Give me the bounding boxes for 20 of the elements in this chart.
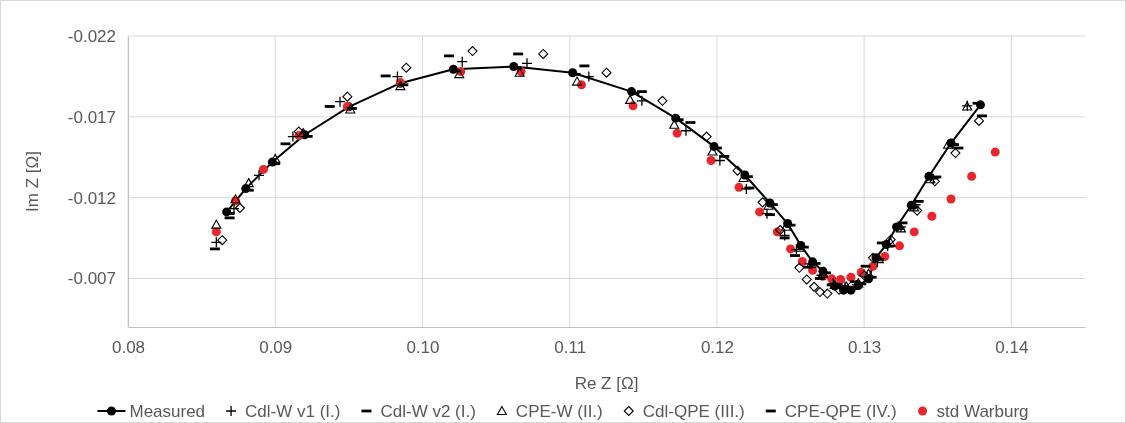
x-tick-label: 0.08 xyxy=(111,338,146,358)
x-tick-label: 0.14 xyxy=(995,338,1029,358)
x-tick-label: 0.10 xyxy=(406,338,440,358)
legend-label: Cdl-W v1 (I.) xyxy=(245,402,341,421)
x-tick-label: 0.13 xyxy=(848,338,882,358)
y-tick-label: -0.007 xyxy=(67,269,116,289)
x-tick-label: 0.12 xyxy=(700,338,734,358)
x-tick-label: 0.09 xyxy=(259,338,293,358)
legend-label: CPE-QPE (IV.) xyxy=(784,402,897,421)
legend-label: Cdl-QPE (III.) xyxy=(642,402,745,421)
y-tick-label: -0.017 xyxy=(67,107,116,127)
y-tick-label: -0.012 xyxy=(67,188,116,208)
legend-label: CPE-W (II.) xyxy=(515,402,603,421)
y-tick-label: -0.022 xyxy=(67,26,116,46)
x-tick-label: 0.11 xyxy=(554,338,587,358)
legend-label: Cdl-W v2 (I.) xyxy=(380,402,476,421)
x-axis-title: Re Z [Ω] xyxy=(574,374,639,393)
legend-label: Measured xyxy=(129,402,206,421)
legend-label: std Warburg xyxy=(936,402,1029,421)
y-axis-title: Im Z [Ω] xyxy=(23,151,42,212)
